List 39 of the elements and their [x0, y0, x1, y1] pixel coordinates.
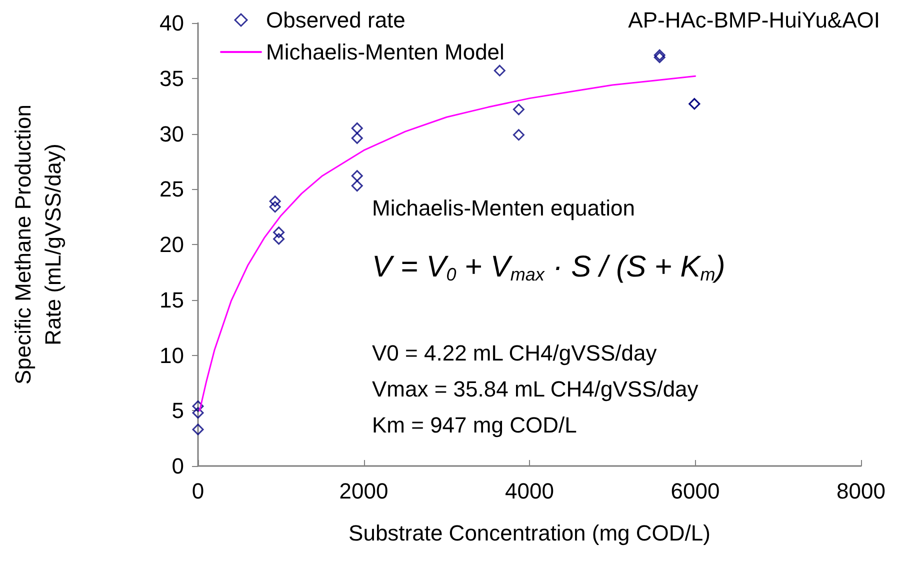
point: [269, 196, 281, 208]
x-tick-label: 0: [192, 478, 204, 504]
point: [512, 104, 524, 116]
point: [494, 64, 506, 76]
annotation: Km = 947 mg COD/L: [372, 412, 577, 438]
point: [273, 226, 285, 238]
point: [269, 201, 281, 213]
y-tick-label: 10: [160, 342, 184, 368]
point: [654, 52, 666, 64]
point: [351, 132, 363, 144]
point: [192, 424, 204, 436]
y-tick-label: 35: [160, 66, 184, 91]
x-tick-label: 4000: [505, 478, 554, 504]
y-tick-label: 0: [172, 454, 184, 478]
x-tick-label: 2000: [339, 478, 388, 504]
y-tick-label: 15: [160, 287, 184, 312]
annotation: Michaelis-Menten equation: [372, 196, 635, 220]
legend-label: Michaelis-Menten Model: [266, 40, 504, 64]
point: [273, 233, 285, 245]
y-tick-label: 25: [160, 176, 184, 202]
y-axis-title: Specific Methane Production Rate (mL/gVSS/day): [10, 104, 66, 385]
point: [351, 122, 363, 134]
legend-label: Observed rate: [266, 8, 406, 32]
annotation: V0 = 4.22 mL CH4/gVSS/day: [372, 340, 657, 366]
y-tick-label: 20: [160, 232, 184, 257]
y-tick-label: 40: [160, 10, 184, 36]
point: [192, 407, 204, 419]
point: [192, 400, 204, 412]
point: [512, 129, 524, 141]
chart-title: AP-HAc-BMP-HuiYu&AOI: [628, 8, 880, 32]
point: [351, 170, 363, 182]
y-tick-label: 5: [172, 398, 184, 424]
x-tick-label: 8000: [836, 478, 886, 504]
point: [351, 180, 363, 192]
x-tick-label: 6000: [670, 478, 720, 504]
point: [654, 49, 666, 61]
y-tick-label: 30: [160, 121, 184, 146]
annotation: Vmax = 35.84 mL CH4/gVSS/day: [372, 376, 698, 402]
x-axis-title: Substrate Concentration (mg COD/L): [348, 520, 710, 546]
